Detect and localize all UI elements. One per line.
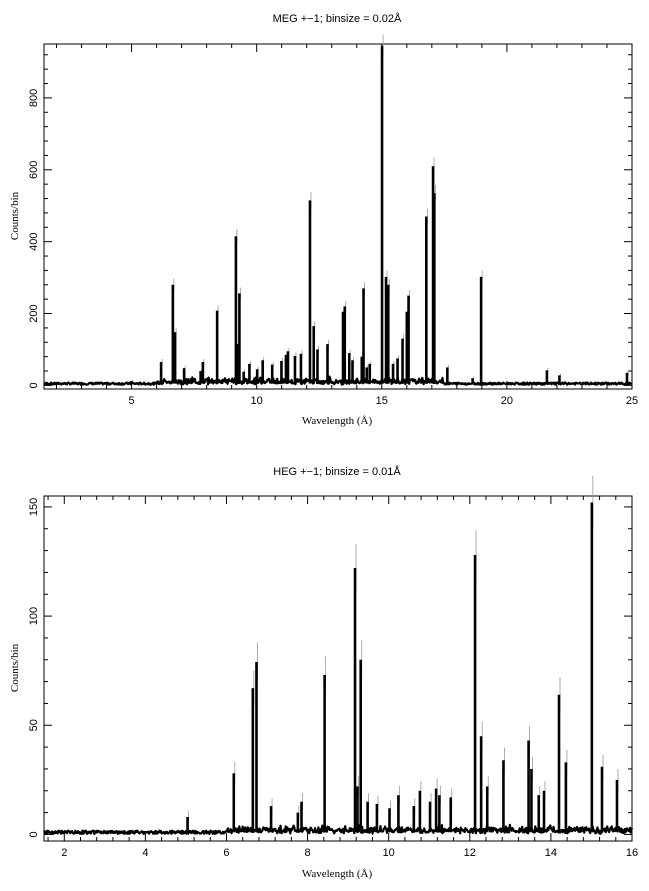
heg-plot-frame: [43, 495, 633, 842]
x-tick-label: 10: [251, 395, 263, 407]
y-tick-label: 0: [28, 831, 40, 837]
meg-panel: MEG +−1; binsize = 0.02Å 5 10 15 20 25 0 200 40…: [9, 12, 638, 427]
x-tick-label: 20: [501, 395, 513, 407]
x-tick-label: 4: [142, 847, 148, 859]
x-tick-label: 8: [305, 847, 311, 859]
x-tick-label: 5: [129, 395, 135, 407]
heg-y-axis-label: Counts/bin: [9, 643, 21, 692]
continuum-trace: [43, 823, 634, 835]
y-tick-label: 0: [28, 382, 40, 388]
meg-y-axis-label: Counts/bin: [9, 191, 21, 240]
meg-data: [43, 34, 633, 386]
heg-ticks: 2 4 6 8 10 12 14 16 0 50 100 150: [28, 496, 638, 859]
meg-title: MEG +−1; binsize = 0.02Å: [273, 12, 402, 25]
continuum-trace: [43, 375, 633, 386]
x-tick-label: 14: [545, 847, 557, 859]
y-tick-label: 50: [28, 719, 40, 731]
y-tick-label: 800: [28, 89, 40, 107]
heg-x-axis-label: Wavelength (Å): [302, 868, 373, 880]
x-tick-label: 10: [383, 847, 395, 859]
heg-title: HEG +−1; binsize = 0.01Å: [273, 465, 401, 478]
heg-data: [43, 475, 634, 835]
y-tick-label: 200: [28, 304, 40, 322]
meg-x-axis-label: Wavelength (Å): [302, 415, 373, 427]
x-tick-label: 12: [464, 847, 476, 859]
y-tick-label: 600: [28, 161, 40, 179]
meg-ticks: 5 10 15 20 25 0 200 400 600 800: [28, 44, 638, 407]
x-tick-label: 25: [626, 395, 638, 407]
y-tick-label: 100: [28, 607, 40, 625]
y-tick-label: 150: [28, 498, 40, 516]
heg-panel: HEG +−1; binsize = 0.01Å 2 4 6 8 10 12 14 16 0 50…: [9, 465, 638, 880]
x-tick-label: 16: [626, 847, 638, 859]
y-tick-label: 400: [28, 232, 40, 250]
x-tick-label: 15: [376, 395, 388, 407]
meg-plot-frame: [43, 43, 633, 390]
x-tick-label: 6: [223, 847, 229, 859]
x-tick-label: 2: [61, 847, 67, 859]
